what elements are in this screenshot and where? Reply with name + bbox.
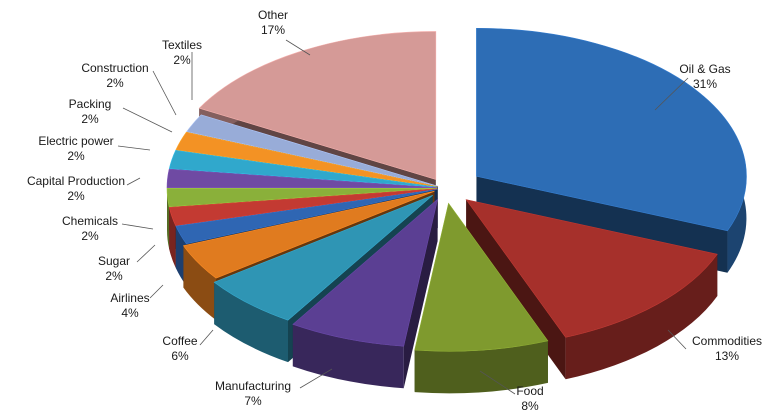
slice-label-name: Food — [516, 384, 543, 398]
leader-line — [199, 329, 214, 346]
slice-label-value: 2% — [173, 53, 191, 67]
slice-top — [414, 202, 549, 352]
slice-top — [182, 190, 435, 279]
slice-label-value: 6% — [171, 349, 189, 363]
slice-label-name: Sugar — [98, 254, 130, 268]
leader-line — [121, 223, 154, 230]
leader-line — [479, 370, 516, 395]
leader-line — [285, 39, 311, 56]
slice-label: Manufacturing 7% — [215, 379, 291, 408]
slice-top — [465, 199, 718, 338]
slice-label: Coffee 6% — [162, 334, 197, 363]
slice-label: Construction 2% — [81, 61, 148, 90]
slice-label-value: 13% — [715, 349, 739, 363]
slice-label-value: 17% — [261, 23, 285, 37]
slice-food — [414, 202, 549, 394]
leader-line — [152, 70, 177, 116]
slice-top — [166, 168, 438, 189]
slice-label-name: Electric power — [38, 134, 113, 148]
slice-rim — [214, 282, 289, 363]
slice-label: Airlines 4% — [110, 291, 149, 320]
slice-label-name: Oil & Gas — [679, 62, 730, 76]
slice-top — [198, 31, 437, 180]
slice-label: Electric power 2% — [38, 134, 113, 163]
slice-top — [166, 187, 438, 208]
leader-line — [136, 244, 156, 263]
slice-label-value: 2% — [105, 269, 123, 283]
slice-top — [213, 194, 433, 321]
slice-label-name: Commodities — [692, 334, 762, 348]
slice-rim — [565, 254, 718, 380]
slice-label-name: Other — [258, 8, 288, 22]
slice-label: Commodities 13% — [692, 334, 762, 363]
slice-label-value: 2% — [67, 189, 85, 203]
slice-rim — [183, 245, 217, 321]
slice-label-value: 2% — [81, 229, 99, 243]
slice-label: Other 17% — [258, 8, 288, 37]
slice-label-value: 8% — [521, 399, 539, 411]
slice-top — [476, 27, 747, 232]
pie-slices — [166, 27, 747, 394]
slice-label: Food 8% — [516, 384, 543, 411]
leader-line — [117, 145, 151, 151]
slice-label-value: 7% — [244, 394, 262, 408]
slice-top — [175, 131, 438, 187]
slice-label-value: 2% — [67, 149, 85, 163]
slice-rim — [414, 340, 548, 394]
leader-line — [299, 368, 333, 389]
slice-label-name: Textiles — [162, 38, 202, 52]
slice-label: Chemicals 2% — [62, 214, 118, 243]
slice-label-name: Construction — [81, 61, 148, 75]
leader-line — [122, 107, 173, 133]
leader-line — [667, 329, 687, 350]
slice-rim — [292, 324, 404, 389]
slice-manufacturing — [292, 198, 439, 389]
slice-label-name: Airlines — [110, 291, 149, 305]
slice-top — [186, 114, 438, 187]
slice-label: Packing 2% — [69, 97, 112, 126]
slice-top — [168, 150, 438, 188]
slice-label: Oil & Gas 31% — [679, 62, 730, 91]
slice-label-name: Capital Production — [27, 174, 125, 188]
slice-label-name: Manufacturing — [215, 379, 291, 393]
slice-label-name: Coffee — [162, 334, 197, 348]
leader-line — [149, 284, 164, 299]
slice-top — [175, 189, 438, 245]
slice-top — [292, 198, 439, 347]
slice-rim — [167, 188, 170, 249]
slice-label-value: 2% — [81, 112, 99, 126]
leader-line — [126, 177, 141, 186]
slice-label: Textiles 2% — [162, 38, 202, 67]
slice-label-name: Chemicals — [62, 214, 118, 228]
slice-label-name: Packing — [69, 97, 112, 111]
slice-label-value: 2% — [106, 76, 124, 90]
slice-top — [168, 188, 438, 226]
slice-label: Sugar 2% — [98, 254, 130, 283]
slice-labels: Oil & Gas 31% Commodities 13% Food 8% Manufact… — [27, 8, 762, 411]
slice-label-value: 4% — [121, 306, 139, 320]
leader-line — [654, 77, 689, 111]
slice-label: Capital Production 2% — [27, 174, 125, 203]
slice-label-value: 31% — [693, 77, 717, 91]
